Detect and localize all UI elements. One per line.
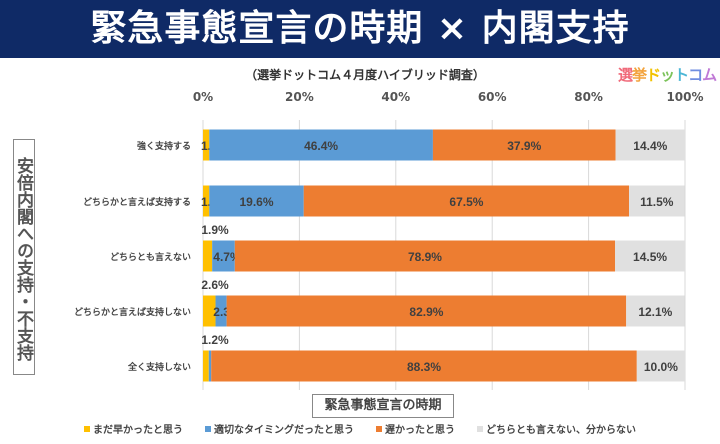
category-label: どちらかと言えば支持しない bbox=[74, 306, 191, 318]
chart-subtitle: （選挙ドットコム４月度ハイブリッド調査） bbox=[245, 68, 485, 82]
bar-segment bbox=[203, 185, 210, 217]
bar-segment bbox=[234, 240, 616, 272]
data-label: 11.5% bbox=[640, 195, 674, 209]
legend-item: 適切なタイミングだったと思う bbox=[205, 421, 354, 436]
data-label: 88.3% bbox=[407, 360, 441, 374]
bar-segment bbox=[203, 129, 210, 161]
bar-segment bbox=[615, 129, 685, 161]
bar-segment bbox=[211, 350, 637, 382]
bar-segment bbox=[212, 240, 235, 272]
bar-segment bbox=[209, 185, 304, 217]
data-label: 46.4% bbox=[304, 139, 338, 153]
page-title: 緊急事態宣言の時期 × 内閣支持 bbox=[0, 0, 720, 58]
data-label: 14.4% bbox=[633, 139, 667, 153]
bar-segment bbox=[432, 129, 616, 161]
bar-segment bbox=[615, 240, 685, 272]
data-label: 12.1% bbox=[638, 305, 672, 319]
data-label: 1.9% bbox=[201, 223, 229, 237]
bar-segment bbox=[303, 185, 630, 217]
bar-segment bbox=[203, 295, 216, 327]
bar-segment bbox=[209, 129, 433, 161]
x-tick-label: 20% bbox=[285, 90, 314, 104]
legend-item: まだ早かったと思う bbox=[84, 421, 183, 436]
legend-label: まだ早かったと思う bbox=[93, 425, 183, 436]
category-label: 強く支持する bbox=[137, 140, 191, 152]
legend-label: 遅かったと思う bbox=[385, 425, 455, 436]
legend-swatch bbox=[84, 425, 90, 432]
x-tick-label: 80% bbox=[574, 90, 603, 104]
bar-segment bbox=[215, 295, 227, 327]
legend-item: どちらとも言えない、分からない bbox=[477, 421, 636, 436]
category-label: 全く支持しない bbox=[127, 361, 191, 373]
legend-label: 適切なタイミングだったと思う bbox=[214, 425, 354, 436]
data-label: 78.9% bbox=[408, 250, 442, 264]
data-label: 2.6% bbox=[201, 278, 229, 292]
legend-swatch bbox=[205, 425, 211, 432]
data-label: 4.7% bbox=[213, 250, 241, 264]
bar-segment bbox=[626, 295, 685, 327]
x-tick-label: 60% bbox=[478, 90, 507, 104]
legend-item: 遅かったと思う bbox=[376, 421, 455, 436]
data-label: 19.6% bbox=[239, 195, 273, 209]
y-axis-title: 安倍内閣への支持・不支持 bbox=[13, 139, 35, 375]
data-label: 37.9% bbox=[507, 139, 541, 153]
x-tick-label: 0% bbox=[193, 90, 213, 104]
bar-segment bbox=[636, 350, 685, 382]
bar-segment bbox=[629, 185, 685, 217]
logo: 選挙ドットコム bbox=[618, 66, 717, 84]
legend-label: どちらとも言えない、分からない bbox=[486, 425, 636, 436]
legend-swatch bbox=[477, 425, 483, 432]
data-label: 67.5% bbox=[449, 195, 483, 209]
data-label: 14.5% bbox=[633, 250, 667, 264]
x-tick-label: 100% bbox=[666, 90, 703, 104]
legend: まだ早かったと思う 適切なタイミングだったと思う 遅かったと思う どちらとも言えない、… bbox=[0, 421, 720, 436]
data-label: 10.0% bbox=[644, 360, 678, 374]
data-label: 82.9% bbox=[409, 305, 443, 319]
bar-segment bbox=[226, 295, 627, 327]
legend-swatch bbox=[376, 425, 382, 432]
bar-segment bbox=[208, 350, 212, 382]
data-label: 1.2% bbox=[201, 333, 229, 347]
category-label: どちらかと言えば支持する bbox=[83, 196, 191, 208]
x-axis-title: 緊急事態宣言の時期 bbox=[312, 394, 454, 418]
x-tick-label: 40% bbox=[381, 90, 410, 104]
category-label: どちらとも言えない bbox=[110, 251, 191, 263]
bar-segment bbox=[203, 240, 213, 272]
bar-segment bbox=[203, 350, 209, 382]
